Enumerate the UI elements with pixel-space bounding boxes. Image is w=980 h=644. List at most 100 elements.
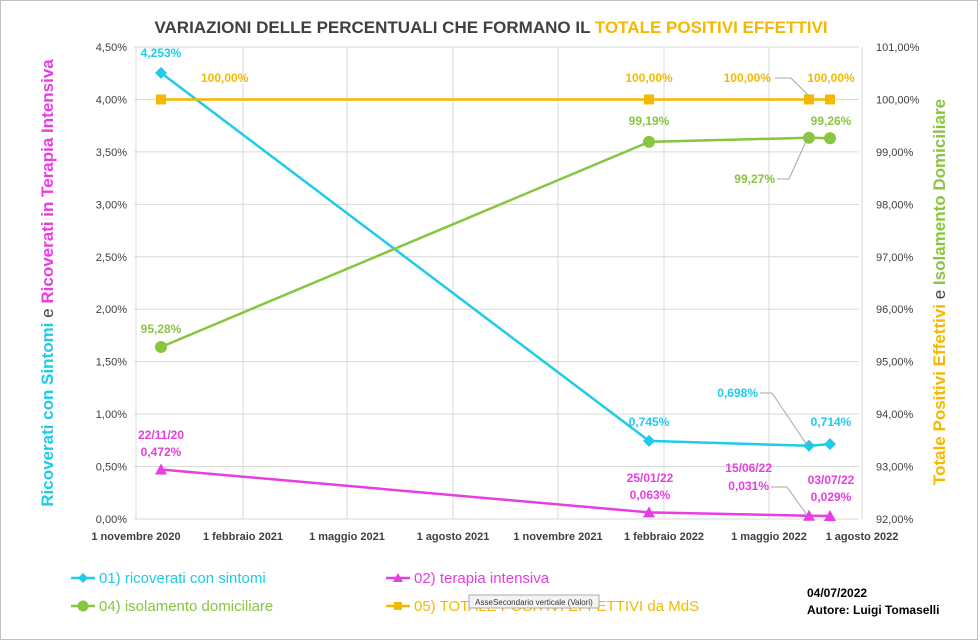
right-tick-label: 95,00% [876,357,914,369]
data-label-terapia: 0,063% [630,488,671,502]
left-axis-label-part-2: e [38,304,57,323]
left-axis-ticks: 0,00% 0,50% 1,00% 1,50% 2,00% 2,50% 3,00% 3,50%… [96,42,127,526]
legend-marker [394,602,402,610]
series-terapia [155,463,836,521]
data-label-ricoverati: 0,745% [629,415,670,429]
series-line-isolamento [160,136,831,349]
right-axis-label-part-2: e [930,285,949,304]
legend-marker [393,573,403,582]
left-tick-label: 1,50% [96,357,127,369]
date-label: 22/11/20 [138,428,184,442]
left-tick-label: 4,00% [96,94,127,106]
point-isolamento [643,135,655,148]
legend-label: 02) terapia intensiva [414,570,550,587]
data-label-isolamento: 99,26% [811,114,852,128]
data-label-totale: 100,00% [625,71,673,85]
x-tick-label: 1 agosto 2022 [826,531,899,543]
date-label: 03/07/22 [808,473,855,487]
right-tick-label: 99,00% [876,147,914,159]
data-label-totale: 100,00% [724,71,772,85]
right-axis-label: Totale Positivi Effettivi e Isolamento D… [930,99,949,485]
point-isolamento [155,340,167,353]
chart-title-highlight: TOTALE POSITIVI EFFETTIVI [595,18,828,37]
data-label-ricoverati: 0,698% [717,386,758,400]
left-tick-label: 3,50% [96,147,127,159]
gridlines [134,46,863,520]
series-line-terapia [160,468,831,518]
point-totale [156,94,166,105]
data-label-isolamento: 99,27% [734,172,775,186]
data-label-ricoverati: 4,253% [141,46,182,60]
left-tick-label: 1,00% [96,409,127,421]
x-tick-label: 1 novembre 2020 [91,531,180,543]
x-tick-label: 1 maggio 2021 [309,531,385,543]
data-label-isolamento: 95,28% [141,322,182,336]
left-tick-label: 2,00% [96,304,127,316]
data-labels: 4,253% 0,745% 0,698% 0,714% 0,472% 0,063% 0,03… [138,46,855,516]
data-label-terapia: 0,472% [141,445,182,459]
point-isolamento [803,131,815,144]
left-tick-label: 2,50% [96,252,127,264]
legend-item-isolamento: 04) isolamento domiciliare [71,598,273,615]
leader-line [771,486,808,516]
date-label: 25/01/22 [627,471,674,485]
right-tick-label: 92,00% [876,514,914,526]
point-terapia [824,509,836,521]
point-terapia [803,509,815,521]
x-tick-label: 1 febbraio 2021 [203,531,283,543]
left-tick-label: 3,00% [96,199,127,211]
legend-item-ricoverati: 01) ricoverati con sintomi [71,570,266,587]
date-label: 15/06/22 [725,461,772,475]
point-ricoverati [643,434,655,447]
right-axis-ticks: 92,00% 93,00% 94,00% 95,00% 96,00% 97,00% 98,0… [876,42,920,526]
right-tick-label: 94,00% [876,409,914,421]
point-totale [804,94,814,105]
series-isolamento [155,131,836,353]
data-label-terapia: 0,031% [728,479,769,493]
left-axis-label: Ricoverati con Sintomi e Ricoverati in T… [38,59,57,507]
tooltip-text: AsseSecondario verticale (Valori) [475,598,593,607]
chart-title: VARIAZIONI DELLE PERCENTUALI CHE FORMANO… [154,18,827,37]
x-axis-ticks: 1 novembre 2020 1 febbraio 2021 1 maggio 2… [91,531,898,543]
point-ricoverati [155,66,167,79]
left-tick-label: 0,00% [96,514,127,526]
right-tick-label: 101,00% [876,42,920,54]
legend: 01) ricoverati con sintomi 02) terapia in… [71,570,699,615]
point-isolamento [824,132,836,145]
x-tick-label: 1 maggio 2022 [731,531,807,543]
right-tick-label: 97,00% [876,252,914,264]
point-totale [644,94,654,105]
left-tick-label: 4,50% [96,42,127,54]
right-tick-label: 93,00% [876,462,914,474]
x-tick-label: 1 agosto 2021 [417,531,490,543]
point-totale [825,94,835,105]
legend-label: 04) isolamento domiciliare [99,598,273,615]
date-stamp: 04/07/2022 [807,586,867,600]
point-ricoverati [824,438,836,451]
right-tick-label: 98,00% [876,199,914,211]
right-axis-label-part-3: Isolamento Domiciliare [930,99,949,285]
series-line-ricoverati [160,71,831,448]
legend-marker [78,573,88,583]
legend-label: 01) ricoverati con sintomi [99,570,266,587]
point-terapia [643,506,655,518]
left-axis-label-part-3: Ricoverati in Terapia Intensiva [38,59,57,304]
series-totale [156,94,835,105]
tooltip: AsseSecondario verticale (Valori) [468,594,600,609]
legend-marker [77,600,89,612]
point-terapia [155,463,167,475]
chart-title-main: VARIAZIONI DELLE PERCENTUALI CHE FORMANO… [154,18,594,37]
right-tick-label: 96,00% [876,304,914,316]
leader-line [777,138,808,180]
series-layer [155,66,836,521]
left-axis-label-part-1: Ricoverati con Sintomi [38,323,57,507]
tooltip-box [468,594,600,609]
author-label: Autore: Luigi Tomaselli [807,603,939,617]
leader-line [760,392,808,446]
right-axis-label-part-1: Totale Positivi Effettivi [930,304,949,485]
data-label-terapia: 0,029% [811,490,852,504]
leader-line [775,77,810,97]
x-tick-label: 1 novembre 2021 [513,531,602,543]
